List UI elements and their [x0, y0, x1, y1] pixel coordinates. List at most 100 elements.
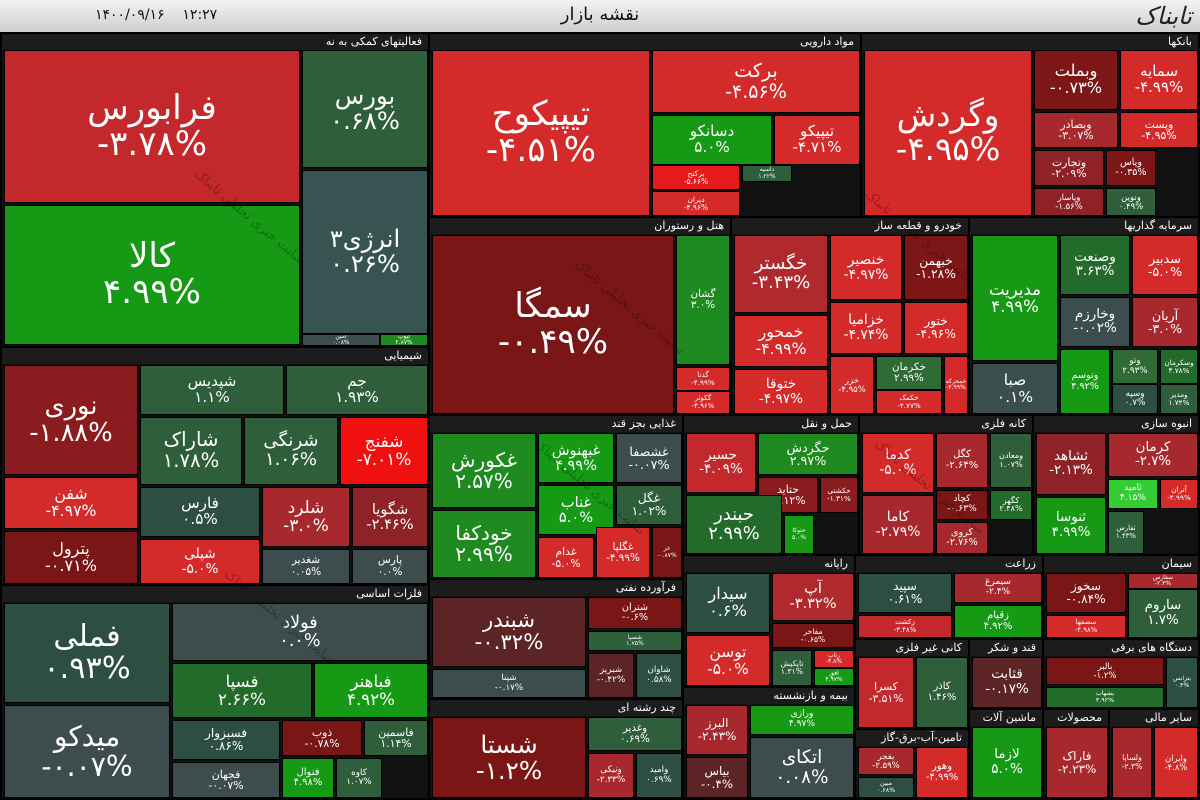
stock-tile: ورازی ۴.۹۷%	[750, 705, 854, 735]
stock-tile: صبا ۰.۱%	[972, 363, 1058, 414]
stock-tile: خمحور -۴.۹۹%	[734, 315, 828, 367]
stock-tile: برکت -۴.۵۶%	[652, 50, 860, 113]
stock-change: -۱.۲%	[1093, 670, 1117, 680]
stock-tile: شاوان ۰.۵۸%	[636, 653, 682, 698]
stock-name: وتجارت	[1051, 155, 1087, 169]
stock-name: مبین	[879, 779, 893, 787]
sector-title: زراعت	[856, 556, 1042, 572]
stock-tile: شرنگی ۱.۰۶%	[244, 417, 338, 485]
stock-change: ۲.۸۷%	[395, 339, 413, 346]
stock-name: خنصیر	[847, 251, 885, 268]
stock-tile: شغدیر ۰.۰۵%	[262, 549, 350, 584]
stock-tile: خودکفا ۲.۹۹%	[432, 510, 536, 578]
stock-name: ومدیر	[1170, 390, 1188, 400]
stock-change: -۴.۹۷%	[758, 390, 804, 407]
stock-name: خبهمن	[919, 253, 953, 268]
stock-change: -۲.۷۹%	[875, 523, 921, 540]
stock-name: صبا	[1003, 371, 1027, 390]
stock-tile: کچاد -۰.۶۳%	[936, 490, 988, 520]
stock-tile: میدکو -۰.۰۷%	[4, 705, 170, 798]
stock-name: بفجر	[877, 751, 895, 762]
stock-tile: پترول -۰.۷۱%	[4, 531, 138, 584]
stock-tile: بفجر -۲.۵۹%	[858, 747, 914, 775]
stock-tile: شفنج -۷.۰۱%	[340, 417, 428, 485]
stock-change: -۵.۰%	[707, 659, 749, 678]
stock-change: -۴.۰۹%	[699, 462, 743, 477]
sector-title: خودرو و قطعه ساز	[732, 218, 968, 234]
stock-change: -۰.۸۴%	[1066, 592, 1106, 606]
stock-tile: سفارس -۲.۳%	[1128, 573, 1198, 589]
stock-tile: خزر -۴.۹۵%	[830, 356, 874, 414]
stock-tile: رتاپ -۴.۸%	[814, 650, 854, 668]
stock-name: دسانکو	[689, 122, 735, 141]
stock-tile: فسبزوار ۰.۸۶%	[172, 720, 280, 760]
stock-name: خمحرکه	[945, 377, 967, 385]
stock-change: -۴.۹۹%	[946, 384, 966, 391]
stock-change: ۵.۰%	[791, 533, 807, 541]
stock-name: وبملت	[1054, 61, 1098, 81]
stock-change: -۴.۹۹%	[1134, 78, 1184, 96]
stock-tile: سصفها -۴.۹۸%	[1046, 615, 1126, 638]
stock-change: ۱.۰۶%	[264, 449, 317, 470]
stock-name: خمحور	[758, 322, 804, 342]
stock-tile: ثامید ۴.۱۵%	[1108, 479, 1158, 509]
sector-title: شیمیایی	[2, 348, 428, 364]
stock-name: حگردش	[786, 439, 830, 455]
stock-change: -۴.۹۹%	[1167, 493, 1191, 502]
stock-name: خزر	[845, 375, 859, 386]
stock-change: ۴.۹۷%	[825, 676, 843, 683]
stock-name: ساروم	[1144, 598, 1182, 614]
stock-change: ۳.۹۲%	[1095, 696, 1115, 704]
stock-name: کاذر	[933, 681, 951, 692]
stock-change: -۴.۷۴%	[843, 327, 889, 343]
stock-change: ۲.۴۸%	[999, 504, 1023, 513]
stock-name: شلرد	[287, 497, 325, 518]
stock-tile: وایران -۴.۸%	[1154, 727, 1198, 798]
top-bar: نقشه بازار ۱۴۰۰/۰۹/۱۶ ۱۲:۲۷ تابناک	[0, 0, 1200, 32]
sector-title: دستگاه های برقی	[1044, 640, 1198, 656]
stock-change: -۰.۳۲%	[474, 630, 544, 655]
stock-change: -۴.۸%	[825, 658, 843, 665]
stock-name: وهور	[931, 761, 953, 772]
stock-tile: ونوین ۰.۴۹%	[1106, 188, 1156, 216]
stock-change: -۰.۷۳%	[1049, 78, 1103, 97]
stock-name: شپنا	[501, 673, 517, 684]
stock-tile: کگهر ۲.۴۸%	[990, 490, 1032, 520]
page-title: نقشه بازار	[560, 4, 640, 25]
logo: تابناک	[1135, 2, 1192, 30]
stock-change: -۲.۰۹%	[1051, 167, 1087, 180]
stock-name: مدیریت	[988, 279, 1042, 299]
stock-change: -۳.۰%	[1147, 321, 1183, 336]
stock-change: ۲.۶۶%	[218, 689, 266, 709]
stock-name: وبصادر	[1060, 117, 1092, 131]
stock-name: گدنا	[697, 370, 709, 380]
stock-tile: وغدیر ۰.۶۹%	[588, 717, 682, 751]
stock-change: ۴.۹۲%	[983, 620, 1013, 632]
stock-tile: ختوقا -۴.۹۷%	[734, 369, 828, 414]
stock-name: وخارزم	[1074, 306, 1116, 322]
stock-name: مفاخر	[803, 626, 823, 636]
stock-name: وغدیر	[622, 722, 648, 735]
stock-tile: برکتح -۵.۶۶%	[652, 165, 740, 190]
stock-change: ۰.۰%	[279, 631, 321, 651]
date: ۱۴۰۰/۰۹/۱۶	[95, 7, 165, 23]
stock-tile: غگل ۱.۰۲%	[616, 485, 682, 525]
stock-change: -۴.۹۵%	[838, 384, 866, 394]
stock-change: -۰.۶۵%	[800, 634, 826, 644]
stock-tile: غگلپا -۴.۹۹%	[596, 527, 650, 578]
stock-name: بالبر	[1097, 661, 1113, 672]
stock-tile: خکمک -۴.۷۷%	[876, 390, 942, 414]
stock-name: انرژی۳	[329, 224, 401, 253]
stock-change: -۱.۲%	[475, 755, 543, 785]
stock-tile: حکشتی -۱.۳۱%	[820, 477, 858, 513]
stock-name: داسیه	[759, 166, 775, 174]
stock-tile: غکورش ۲.۵۷%	[432, 433, 536, 508]
stock-change: -۲.۶۴%	[945, 459, 979, 471]
stock-name: فنوال	[296, 766, 320, 778]
sector-title: کانی غیر فلزی	[856, 640, 968, 656]
stock-tile: دیران -۴.۹۶%	[652, 191, 740, 216]
stock-name: سمگا	[514, 285, 592, 326]
stock-name: نوری	[44, 390, 98, 421]
stock-name: کروی	[950, 526, 974, 538]
stock-tile: تیپیکوح -۴.۵۱%	[432, 50, 650, 216]
